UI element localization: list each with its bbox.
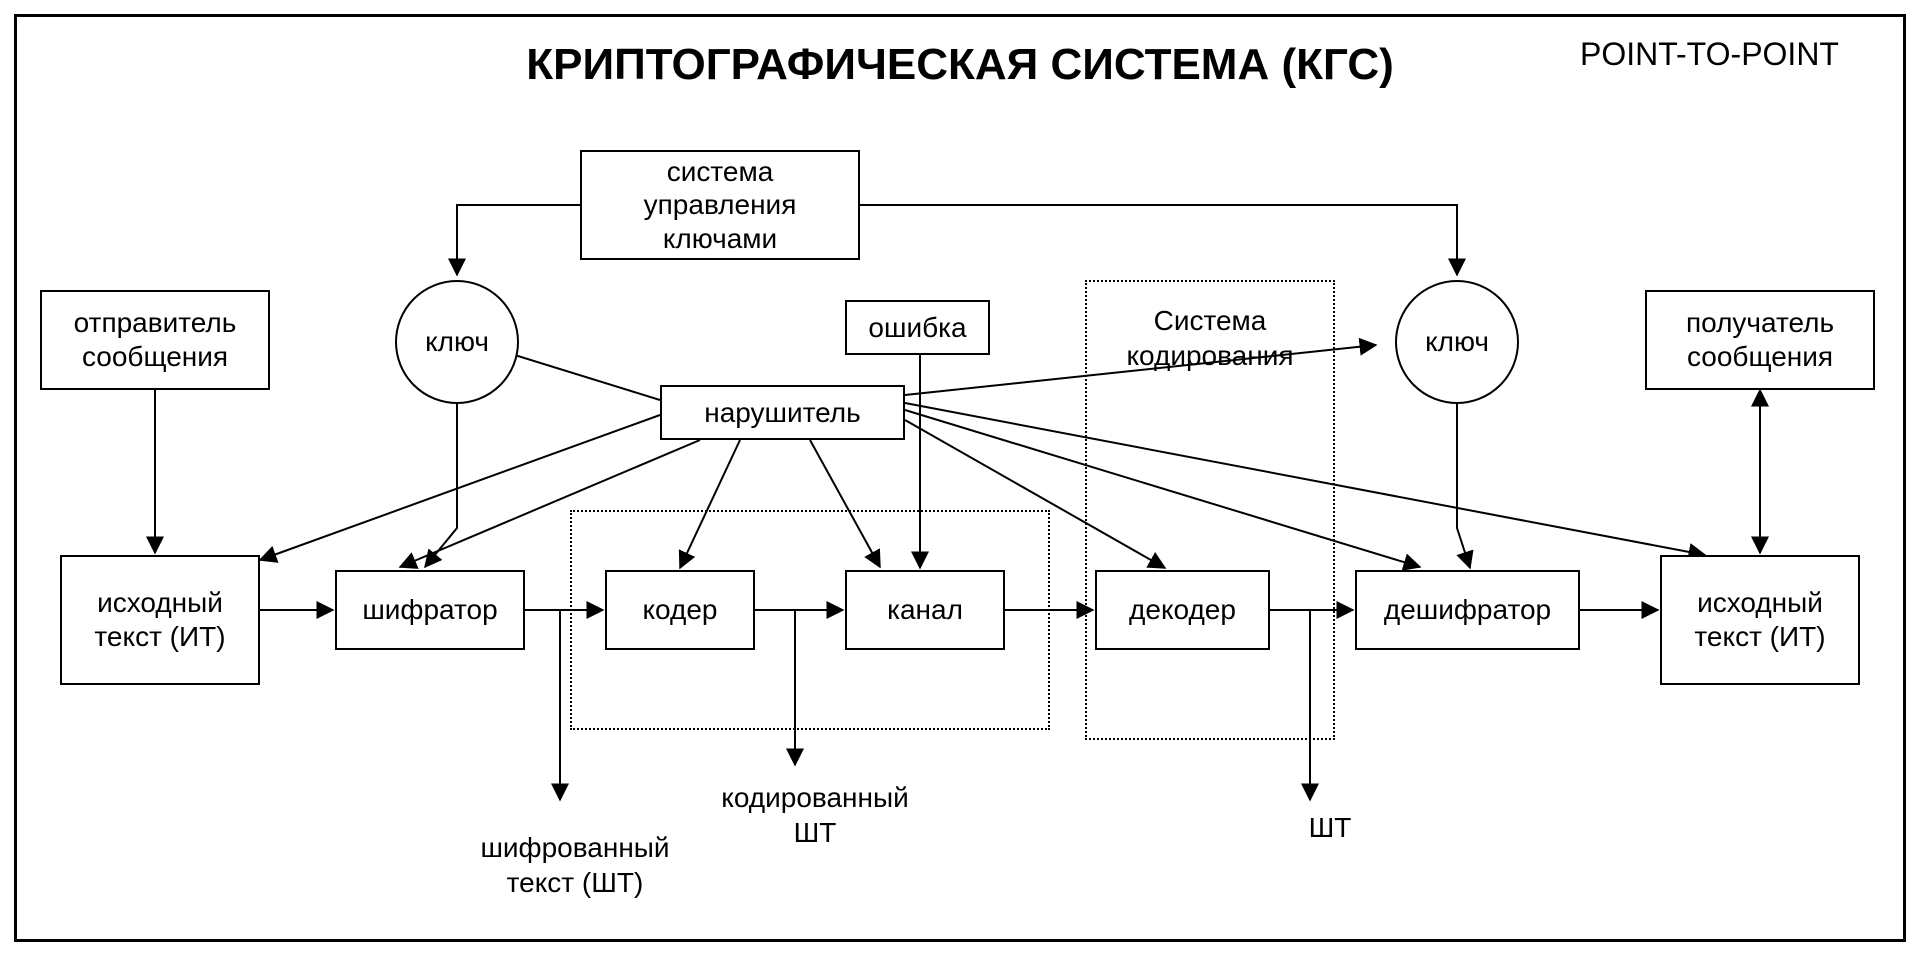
outer-frame: [14, 14, 1906, 942]
diagram-stage: КРИПТОГРАФИЧЕСКАЯ СИСТЕМА (КГС) POINT-TO…: [0, 0, 1920, 956]
coding-system-label: Система кодирования: [1100, 303, 1320, 373]
node-coder: кодер: [605, 570, 755, 650]
label-coded-ct: кодированный ШТ: [700, 780, 930, 850]
node-kms: система управления ключами: [580, 150, 860, 260]
node-error: ошибка: [845, 300, 990, 355]
node-intruder: нарушитель: [660, 385, 905, 440]
label-ciphertext: шифрованный текст (ШТ): [460, 830, 690, 900]
node-decipher: дешифратор: [1355, 570, 1580, 650]
node-key-left: ключ: [395, 280, 519, 404]
node-decoder: декодер: [1095, 570, 1270, 650]
node-channel: канал: [845, 570, 1005, 650]
corner-label: POINT-TO-POINT: [1580, 36, 1839, 73]
diagram-title: КРИПТОГРАФИЧЕСКАЯ СИСТЕМА (КГС): [460, 40, 1460, 90]
node-cipher: шифратор: [335, 570, 525, 650]
node-key-right: ключ: [1395, 280, 1519, 404]
label-ct2: ШТ: [1300, 810, 1360, 845]
node-receiver: получатель сообщения: [1645, 290, 1875, 390]
node-source-text-left: исходный текст (ИТ): [60, 555, 260, 685]
node-sender: отправитель сообщения: [40, 290, 270, 390]
node-source-text-right: исходный текст (ИТ): [1660, 555, 1860, 685]
